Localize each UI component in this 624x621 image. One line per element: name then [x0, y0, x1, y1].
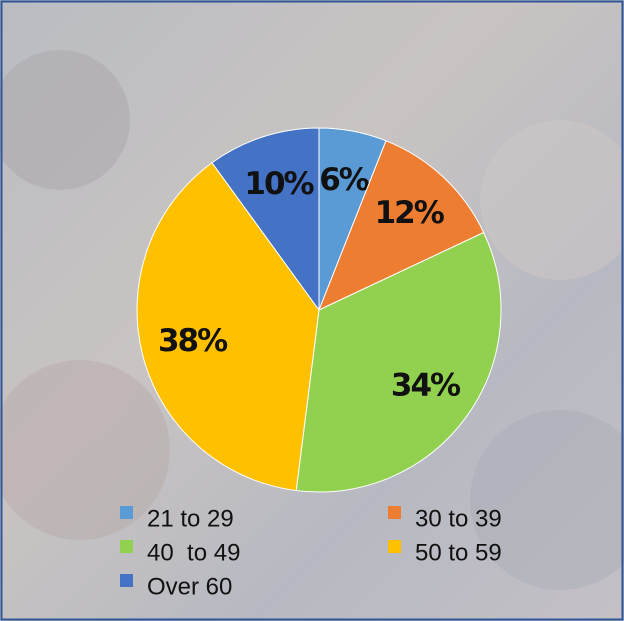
data-label: 12%	[375, 195, 445, 231]
legend-swatch	[388, 506, 401, 519]
data-label: 38%	[158, 323, 228, 359]
legend-swatch	[120, 540, 133, 553]
legend-swatch	[120, 574, 133, 587]
legend-label: 40 to 49	[147, 539, 240, 566]
legend-label: Over 60	[147, 573, 232, 600]
pie-slice	[318, 140, 485, 311]
pie-slice	[136, 162, 320, 492]
legend-label: 50 to 59	[415, 539, 502, 566]
data-label: 34%	[391, 368, 461, 404]
pie-slice	[211, 127, 320, 312]
background-shape	[480, 120, 624, 280]
legend-swatch	[120, 506, 133, 519]
legend: 21 to 29 30 to 39 40 to 49 50 to 59 Over 60	[120, 505, 502, 600]
data-label: 10%	[244, 166, 314, 202]
pie: 6%12% 34% 38% 10%	[136, 127, 502, 493]
legend-label: 21 to 29	[147, 505, 234, 532]
pie-slice	[295, 231, 502, 493]
background-shape	[0, 360, 170, 540]
legend-label: 30 to 39	[415, 505, 502, 532]
data-label: 6%	[319, 162, 370, 198]
legend-swatch	[388, 540, 401, 553]
background-shape	[0, 50, 130, 190]
background-shape	[470, 410, 624, 590]
